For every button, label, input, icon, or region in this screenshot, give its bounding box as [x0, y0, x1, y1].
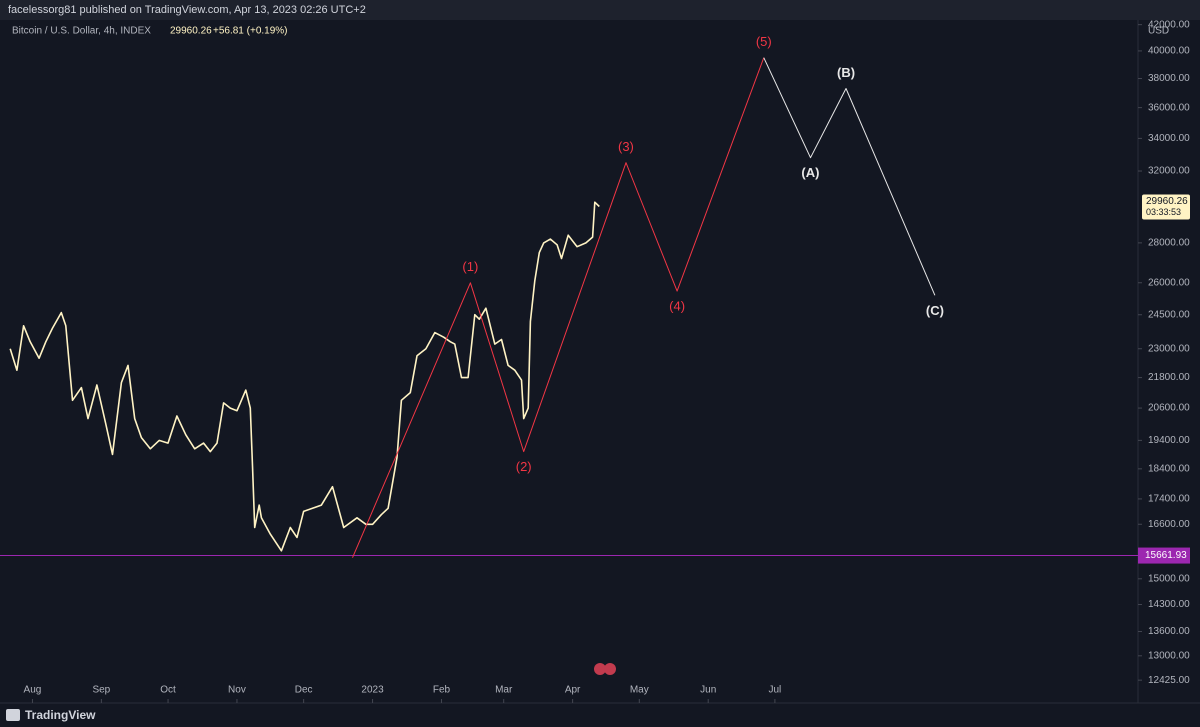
header-price: 29960.26	[170, 26, 212, 37]
wave-label: (1)	[462, 259, 478, 274]
x-tick-label: Dec	[295, 685, 313, 696]
x-tick-label: Jun	[700, 685, 716, 696]
event-icon[interactable]	[604, 663, 616, 675]
wave-label: (B)	[837, 65, 855, 80]
x-tick-label: Aug	[24, 685, 42, 696]
wave-line	[763, 57, 936, 296]
y-tick-label: 18400.00	[1148, 463, 1190, 474]
y-tick-label: 24500.00	[1148, 309, 1190, 320]
wave-label: (A)	[801, 165, 819, 180]
y-tick-label: 20600.00	[1148, 403, 1190, 414]
y-tick-label: 16600.00	[1148, 519, 1190, 530]
x-tick-label: Nov	[228, 685, 246, 696]
header-change: +56.81 (+0.19%)	[213, 26, 288, 37]
x-tick-label: Jul	[768, 685, 781, 696]
x-tick-label: Feb	[433, 685, 451, 696]
wave-label: (3)	[618, 139, 634, 154]
last-price-box	[1142, 194, 1190, 220]
y-tick-label: 23000.00	[1148, 343, 1190, 354]
wave-label: (2)	[516, 459, 532, 474]
level-label: 15661.93	[1145, 550, 1187, 561]
y-tick-label: 15000.00	[1148, 573, 1190, 584]
brand-logo	[6, 709, 20, 721]
y-tick-label: 28000.00	[1148, 238, 1190, 249]
y-tick-label: 40000.00	[1148, 46, 1190, 57]
countdown: 03:33:53	[1146, 207, 1181, 217]
wave-label: (5)	[756, 34, 772, 49]
wave-label: (C)	[926, 303, 944, 318]
brand: TradingView	[25, 708, 96, 722]
x-tick-label: Oct	[160, 685, 176, 696]
publisher-bar	[0, 0, 1200, 20]
y-tick-label: 19400.00	[1148, 435, 1190, 446]
y-tick-label: 13000.00	[1148, 650, 1190, 661]
wave-label: (4)	[669, 299, 685, 314]
y-tick-label: 13600.00	[1148, 626, 1190, 637]
last-price-label: 29960.26	[1146, 196, 1188, 207]
y-tick-label: 17400.00	[1148, 494, 1190, 505]
symbol: Bitcoin / U.S. Dollar, 4h, INDEX	[12, 26, 151, 37]
x-tick-label: Apr	[565, 685, 581, 696]
publisher: facelessorg81 published on TradingView.c…	[8, 4, 366, 16]
price-line	[9, 201, 600, 552]
y-tick-label: 26000.00	[1148, 277, 1190, 288]
y-tick-label: 38000.00	[1148, 73, 1190, 84]
y-tick-label: 42000.00	[1148, 19, 1190, 30]
x-tick-label: May	[630, 685, 649, 696]
level-label-box	[1138, 547, 1190, 564]
x-tick-label: Sep	[92, 685, 110, 696]
y-tick-label: 12425.00	[1148, 675, 1190, 686]
y-tick-label: 32000.00	[1148, 166, 1190, 177]
event-icon[interactable]	[594, 663, 606, 675]
y-tick-label: 21800.00	[1148, 372, 1190, 383]
axis-unit: USD	[1148, 26, 1169, 37]
x-tick-label: 2023	[361, 685, 384, 696]
x-tick-label: Mar	[495, 685, 513, 696]
y-tick-label: 34000.00	[1148, 133, 1190, 144]
y-tick-label: 36000.00	[1148, 102, 1190, 113]
wave-line	[352, 57, 765, 558]
y-tick-label: 14300.00	[1148, 599, 1190, 610]
